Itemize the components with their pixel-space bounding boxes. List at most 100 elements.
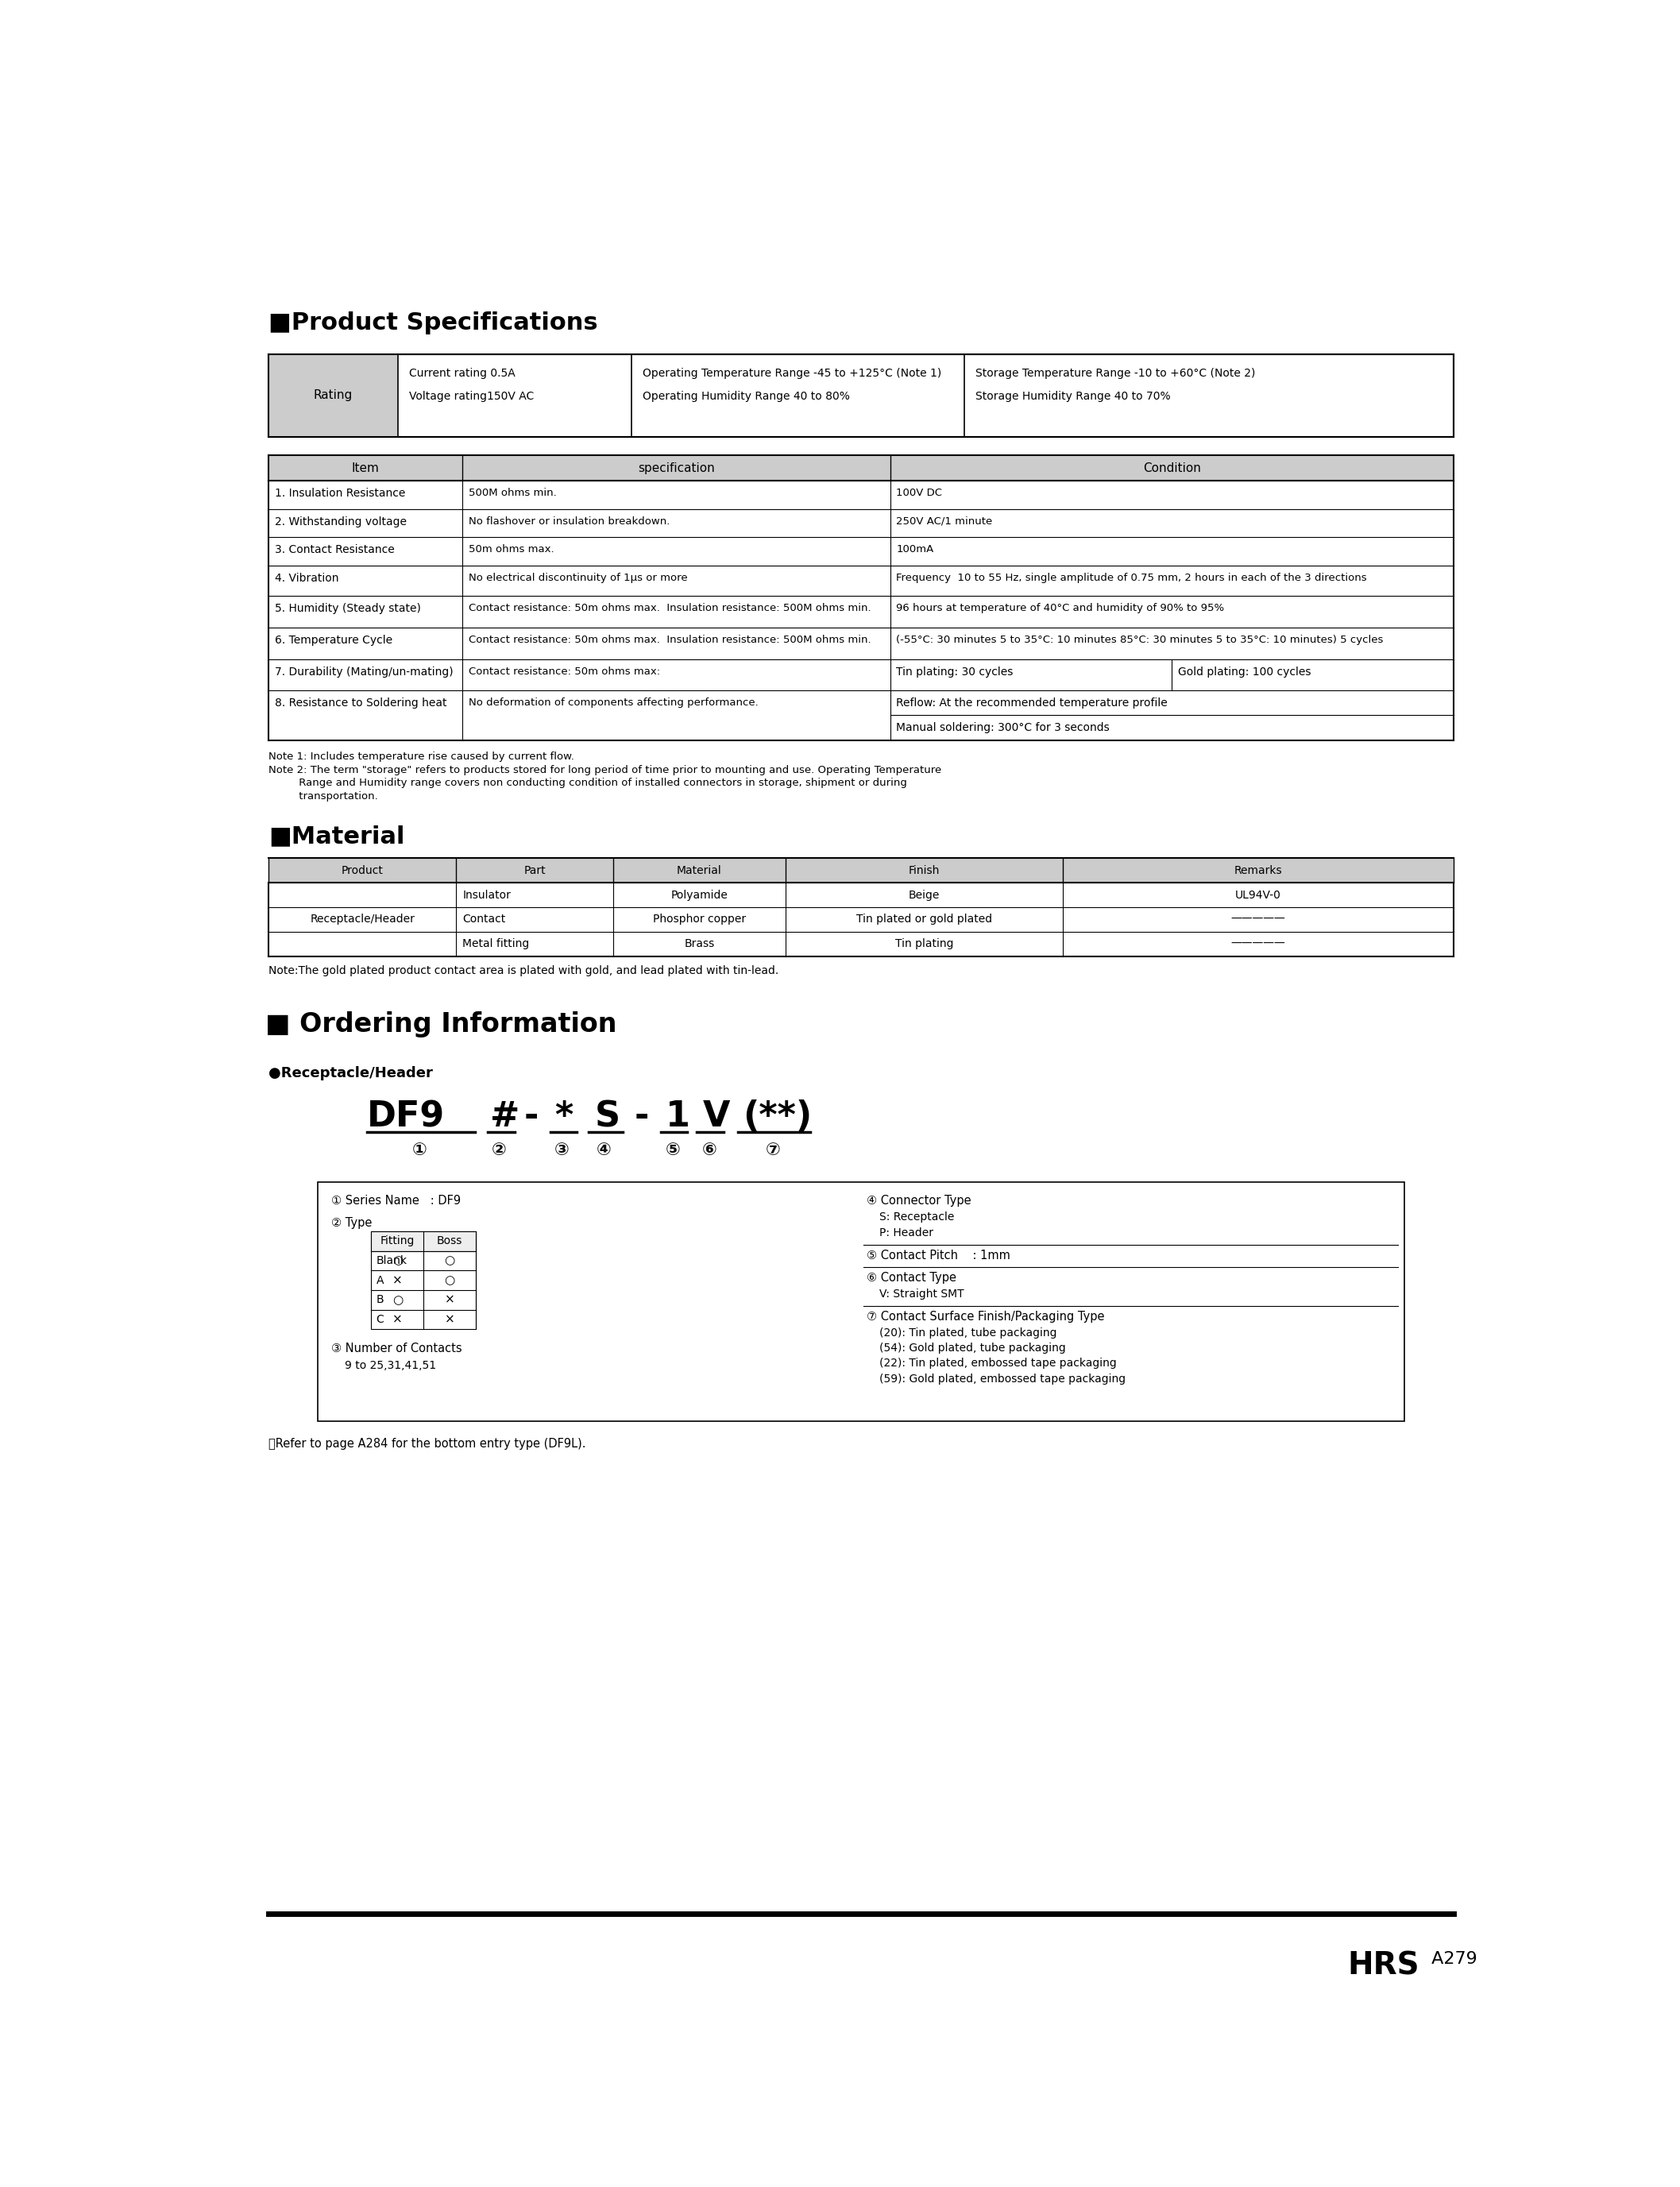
Text: P: Header: P: Header xyxy=(879,1227,932,1238)
Text: Tin plating: Tin plating xyxy=(895,938,953,949)
Text: ×: × xyxy=(445,1314,455,1325)
Text: -: - xyxy=(635,1100,650,1135)
Text: 5. Humidity (Steady state): 5. Humidity (Steady state) xyxy=(274,604,420,615)
Text: ■Product Specifications: ■Product Specifications xyxy=(269,311,598,335)
Text: 250V AC/1 minute: 250V AC/1 minute xyxy=(897,516,993,527)
Text: ×: × xyxy=(393,1275,403,1286)
Text: Remarks: Remarks xyxy=(1235,864,1282,877)
Text: ○: ○ xyxy=(391,1255,403,1266)
Text: A279: A279 xyxy=(1426,1951,1477,1966)
Bar xyxy=(318,1183,1404,1422)
Text: Item: Item xyxy=(351,461,380,475)
Text: Reflow: At the recommended temperature profile: Reflow: At the recommended temperature p… xyxy=(897,698,1168,709)
Text: A: A xyxy=(376,1275,383,1286)
Text: Fitting: Fitting xyxy=(380,1236,415,1247)
Text: 3. Contact Resistance: 3. Contact Resistance xyxy=(274,545,395,555)
Text: 1: 1 xyxy=(665,1100,690,1135)
Text: ②: ② xyxy=(492,1142,507,1159)
Text: ⑦: ⑦ xyxy=(766,1142,781,1159)
Text: -: - xyxy=(524,1100,539,1135)
Text: ×: × xyxy=(445,1295,455,1306)
Text: HRS: HRS xyxy=(1347,1951,1420,1981)
Text: Boss: Boss xyxy=(437,1236,462,1247)
Text: Contact resistance: 50m ohms max.  Insulation resistance: 500M ohms min.: Contact resistance: 50m ohms max. Insula… xyxy=(469,634,870,645)
Text: Beige: Beige xyxy=(909,890,939,901)
Text: *: * xyxy=(554,1100,573,1135)
Text: C: C xyxy=(376,1314,385,1325)
Text: Receptacle/Header: Receptacle/Header xyxy=(311,914,415,925)
Text: 50m ohms max.: 50m ohms max. xyxy=(469,545,554,555)
Bar xyxy=(371,1231,475,1330)
Text: Brass: Brass xyxy=(684,938,714,949)
Text: Manual soldering: 300°C for 3 seconds: Manual soldering: 300°C for 3 seconds xyxy=(897,722,1110,733)
Text: ■ Ordering Information: ■ Ordering Information xyxy=(265,1010,617,1037)
Text: Storage Humidity Range 40 to 70%: Storage Humidity Range 40 to 70% xyxy=(974,391,1171,402)
Text: ●Receptacle/Header: ●Receptacle/Header xyxy=(269,1067,433,1080)
Text: Operating Humidity Range 40 to 80%: Operating Humidity Range 40 to 80% xyxy=(643,391,850,402)
Bar xyxy=(269,455,1453,481)
Text: No deformation of components affecting performance.: No deformation of components affecting p… xyxy=(469,698,758,709)
Text: ③ Number of Contacts: ③ Number of Contacts xyxy=(331,1343,462,1354)
Text: 7. Durability (Mating/un-mating): 7. Durability (Mating/un-mating) xyxy=(274,667,454,678)
Text: ①: ① xyxy=(412,1142,427,1159)
Text: (-55°C: 30 minutes 5 to 35°C: 10 minutes 85°C: 30 minutes 5 to 35°C: 10 minutes): (-55°C: 30 minutes 5 to 35°C: 10 minutes… xyxy=(897,634,1384,645)
Text: S: Receptacle: S: Receptacle xyxy=(879,1212,954,1223)
Text: 96 hours at temperature of 40°C and humidity of 90% to 95%: 96 hours at temperature of 40°C and humi… xyxy=(897,604,1225,615)
Text: #: # xyxy=(491,1100,519,1135)
Text: 500M ohms min.: 500M ohms min. xyxy=(469,488,556,499)
Bar xyxy=(269,354,398,437)
Text: ⑤ Contact Pitch    : 1mm: ⑤ Contact Pitch : 1mm xyxy=(867,1249,1011,1262)
Text: ⑥: ⑥ xyxy=(702,1142,717,1159)
Text: Condition: Condition xyxy=(1142,461,1201,475)
Text: DF9: DF9 xyxy=(366,1100,445,1135)
Text: ○: ○ xyxy=(445,1255,455,1266)
Text: 100mA: 100mA xyxy=(897,545,934,555)
Text: V: V xyxy=(702,1100,729,1135)
Text: (**): (**) xyxy=(743,1100,811,1135)
Text: ④ Connector Type: ④ Connector Type xyxy=(867,1194,971,1207)
Text: Blank: Blank xyxy=(376,1255,407,1266)
Text: —————: ————— xyxy=(1231,938,1285,949)
Text: Voltage rating150V AC: Voltage rating150V AC xyxy=(408,391,534,402)
Text: 1. Insulation Resistance: 1. Insulation Resistance xyxy=(274,488,405,499)
Text: ⑦ Contact Surface Finish/Packaging Type: ⑦ Contact Surface Finish/Packaging Type xyxy=(867,1310,1105,1323)
Text: ③: ③ xyxy=(554,1142,570,1159)
Text: transportation.: transportation. xyxy=(269,792,378,803)
Text: ④: ④ xyxy=(596,1142,612,1159)
Text: ② Type: ② Type xyxy=(331,1216,371,1229)
Text: Frequency  10 to 55 Hz, single amplitude of 0.75 mm, 2 hours in each of the 3 di: Frequency 10 to 55 Hz, single amplitude … xyxy=(897,573,1368,584)
Text: UL94V-0: UL94V-0 xyxy=(1235,890,1282,901)
Text: Gold plating: 100 cycles: Gold plating: 100 cycles xyxy=(1178,667,1310,678)
Text: ＊Refer to page A284 for the bottom entry type (DF9L).: ＊Refer to page A284 for the bottom entry… xyxy=(269,1439,586,1450)
Text: Range and Humidity range covers non conducting condition of installed connectors: Range and Humidity range covers non cond… xyxy=(269,779,907,790)
Text: (22): Tin plated, embossed tape packaging: (22): Tin plated, embossed tape packagin… xyxy=(879,1358,1117,1369)
Text: 4. Vibration: 4. Vibration xyxy=(274,573,339,584)
Text: Insulator: Insulator xyxy=(462,890,511,901)
Bar xyxy=(269,857,1453,884)
Text: ○: ○ xyxy=(391,1295,403,1306)
Text: Note:The gold plated product contact area is plated with gold, and lead plated w: Note:The gold plated product contact are… xyxy=(269,964,778,975)
Text: Metal fitting: Metal fitting xyxy=(462,938,529,949)
Text: No flashover or insulation breakdown.: No flashover or insulation breakdown. xyxy=(469,516,670,527)
Text: V: Straight SMT: V: Straight SMT xyxy=(879,1288,964,1299)
Text: (59): Gold plated, embossed tape packaging: (59): Gold plated, embossed tape packagi… xyxy=(879,1373,1126,1384)
Text: ■Material: ■Material xyxy=(269,824,405,849)
Text: ○: ○ xyxy=(445,1275,455,1286)
Text: ① Series Name   : DF9: ① Series Name : DF9 xyxy=(331,1194,460,1207)
Text: ×: × xyxy=(393,1314,403,1325)
Text: 100V DC: 100V DC xyxy=(897,488,942,499)
Text: No electrical discontinuity of 1μs or more: No electrical discontinuity of 1μs or mo… xyxy=(469,573,687,584)
Text: Polyamide: Polyamide xyxy=(670,890,727,901)
Bar xyxy=(371,1231,475,1251)
Text: Product: Product xyxy=(341,864,383,877)
Text: Material: Material xyxy=(677,864,722,877)
Text: 8. Resistance to Soldering heat: 8. Resistance to Soldering heat xyxy=(274,698,447,709)
Text: Contact resistance: 50m ohms max.  Insulation resistance: 500M ohms min.: Contact resistance: 50m ohms max. Insula… xyxy=(469,604,870,615)
Text: Storage Temperature Range -10 to +60°C (Note 2): Storage Temperature Range -10 to +60°C (… xyxy=(974,367,1255,378)
Text: Phosphor copper: Phosphor copper xyxy=(654,914,746,925)
Text: 6. Temperature Cycle: 6. Temperature Cycle xyxy=(274,634,393,645)
Text: Tin plating: 30 cycles: Tin plating: 30 cycles xyxy=(897,667,1013,678)
Text: B: B xyxy=(376,1295,383,1306)
Text: Note 1: Includes temperature rise caused by current flow.: Note 1: Includes temperature rise caused… xyxy=(269,750,575,761)
Text: Current rating 0.5A: Current rating 0.5A xyxy=(408,367,516,378)
